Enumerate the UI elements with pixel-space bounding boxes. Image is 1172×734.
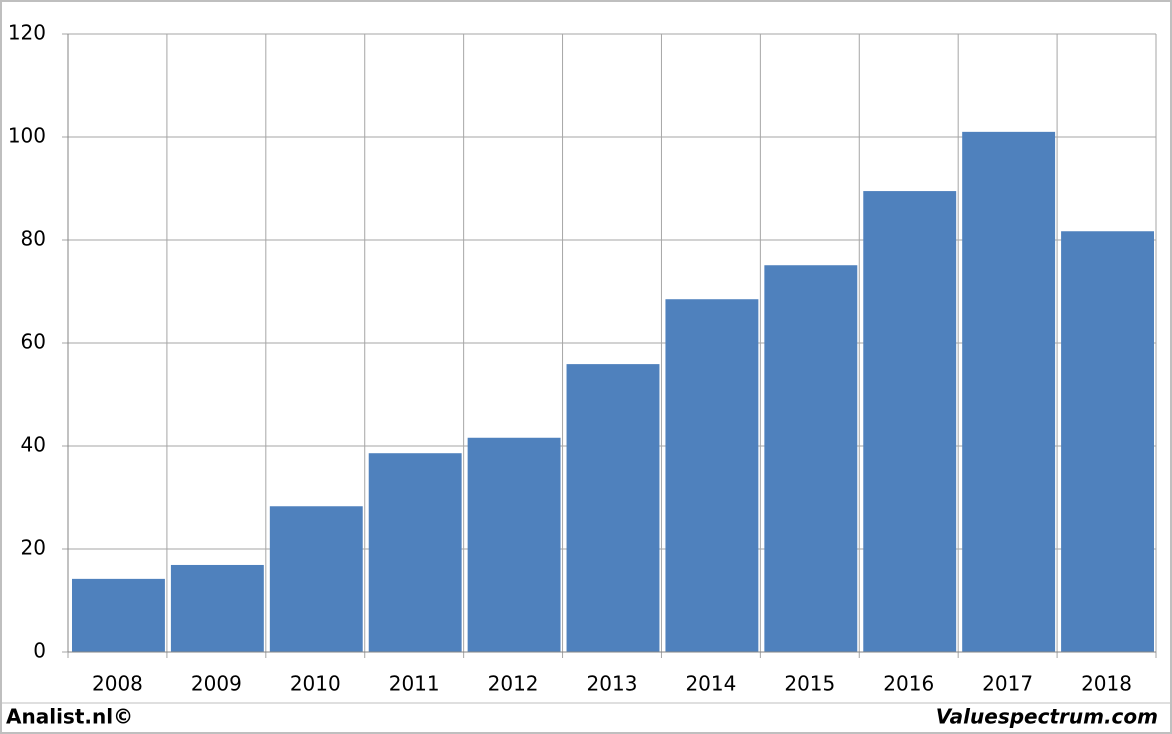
x-tick-label: 2012 [488, 672, 539, 696]
bar [863, 191, 957, 652]
x-tick-label: 2014 [685, 672, 736, 696]
credit-right: Valuespectrum.com [936, 705, 1158, 729]
x-tick-label: 2009 [191, 672, 242, 696]
y-tick-label: 100 [8, 124, 46, 148]
bar [72, 578, 165, 652]
bar [170, 564, 264, 652]
bar [566, 364, 660, 652]
y-tick-label: 40 [21, 433, 46, 457]
bar [368, 453, 462, 652]
y-tick-label: 80 [21, 227, 46, 251]
bar [1061, 231, 1154, 652]
x-tick-label: 2017 [982, 672, 1033, 696]
credit-left: Analist.nl© [6, 705, 133, 729]
bar [665, 299, 759, 652]
bar [269, 506, 363, 652]
y-tick-label: 0 [33, 639, 46, 663]
bar [962, 131, 1056, 653]
x-tick-label: 2016 [883, 672, 934, 696]
y-tick-label: 20 [21, 536, 46, 560]
x-tick-label: 2013 [587, 672, 638, 696]
x-tick-label: 2015 [784, 672, 835, 696]
x-tick-label: 2010 [290, 672, 341, 696]
x-tick-label: 2011 [389, 672, 440, 696]
x-tick-label: 2018 [1081, 672, 1132, 696]
bar [467, 437, 561, 652]
y-tick-label: 120 [8, 21, 46, 45]
x-tick-label: 2008 [92, 672, 143, 696]
y-tick-label: 60 [21, 330, 46, 354]
bar [764, 265, 858, 652]
